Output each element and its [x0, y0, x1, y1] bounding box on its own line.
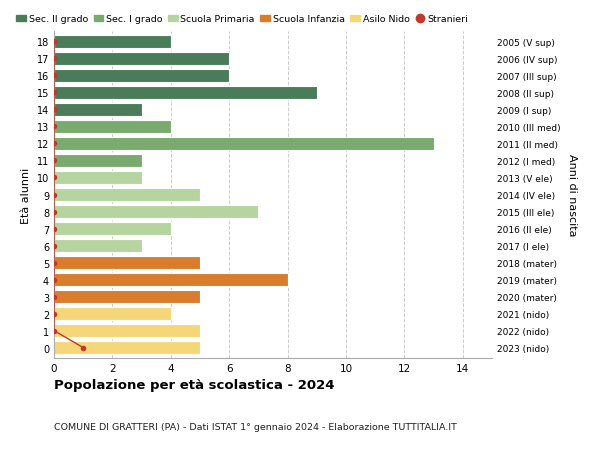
- Bar: [54, 120, 171, 134]
- Text: Popolazione per età scolastica - 2024: Popolazione per età scolastica - 2024: [54, 379, 335, 392]
- Bar: [54, 137, 434, 151]
- Point: [49, 39, 59, 46]
- Point: [49, 242, 59, 250]
- Bar: [54, 188, 200, 202]
- Bar: [54, 154, 142, 168]
- Y-axis label: Anni di nascita: Anni di nascita: [567, 154, 577, 236]
- Point: [49, 191, 59, 199]
- Point: [49, 276, 59, 284]
- Point: [49, 208, 59, 216]
- Point: [49, 106, 59, 114]
- Bar: [54, 52, 229, 66]
- Bar: [54, 256, 200, 270]
- Point: [49, 157, 59, 165]
- Point: [79, 344, 88, 352]
- Point: [49, 310, 59, 318]
- Bar: [54, 86, 317, 100]
- Legend: Sec. II grado, Sec. I grado, Scuola Primaria, Scuola Infanzia, Asilo Nido, Stran: Sec. II grado, Sec. I grado, Scuola Prim…: [16, 15, 468, 24]
- Bar: [54, 307, 171, 321]
- Point: [49, 140, 59, 148]
- Bar: [54, 324, 200, 338]
- Bar: [54, 290, 200, 304]
- Bar: [54, 273, 287, 287]
- Point: [49, 293, 59, 301]
- Bar: [54, 239, 142, 253]
- Point: [49, 327, 59, 335]
- Point: [49, 123, 59, 131]
- Bar: [54, 222, 171, 236]
- Bar: [54, 205, 259, 219]
- Bar: [54, 103, 142, 117]
- Y-axis label: Età alunni: Età alunni: [21, 167, 31, 223]
- Bar: [54, 341, 200, 355]
- Point: [49, 225, 59, 233]
- Point: [49, 90, 59, 97]
- Bar: [54, 171, 142, 185]
- Bar: [54, 69, 229, 83]
- Point: [49, 259, 59, 267]
- Point: [49, 56, 59, 63]
- Point: [49, 73, 59, 80]
- Point: [49, 174, 59, 182]
- Text: COMUNE DI GRATTERI (PA) - Dati ISTAT 1° gennaio 2024 - Elaborazione TUTTITALIA.I: COMUNE DI GRATTERI (PA) - Dati ISTAT 1° …: [54, 422, 457, 431]
- Bar: [54, 35, 171, 49]
